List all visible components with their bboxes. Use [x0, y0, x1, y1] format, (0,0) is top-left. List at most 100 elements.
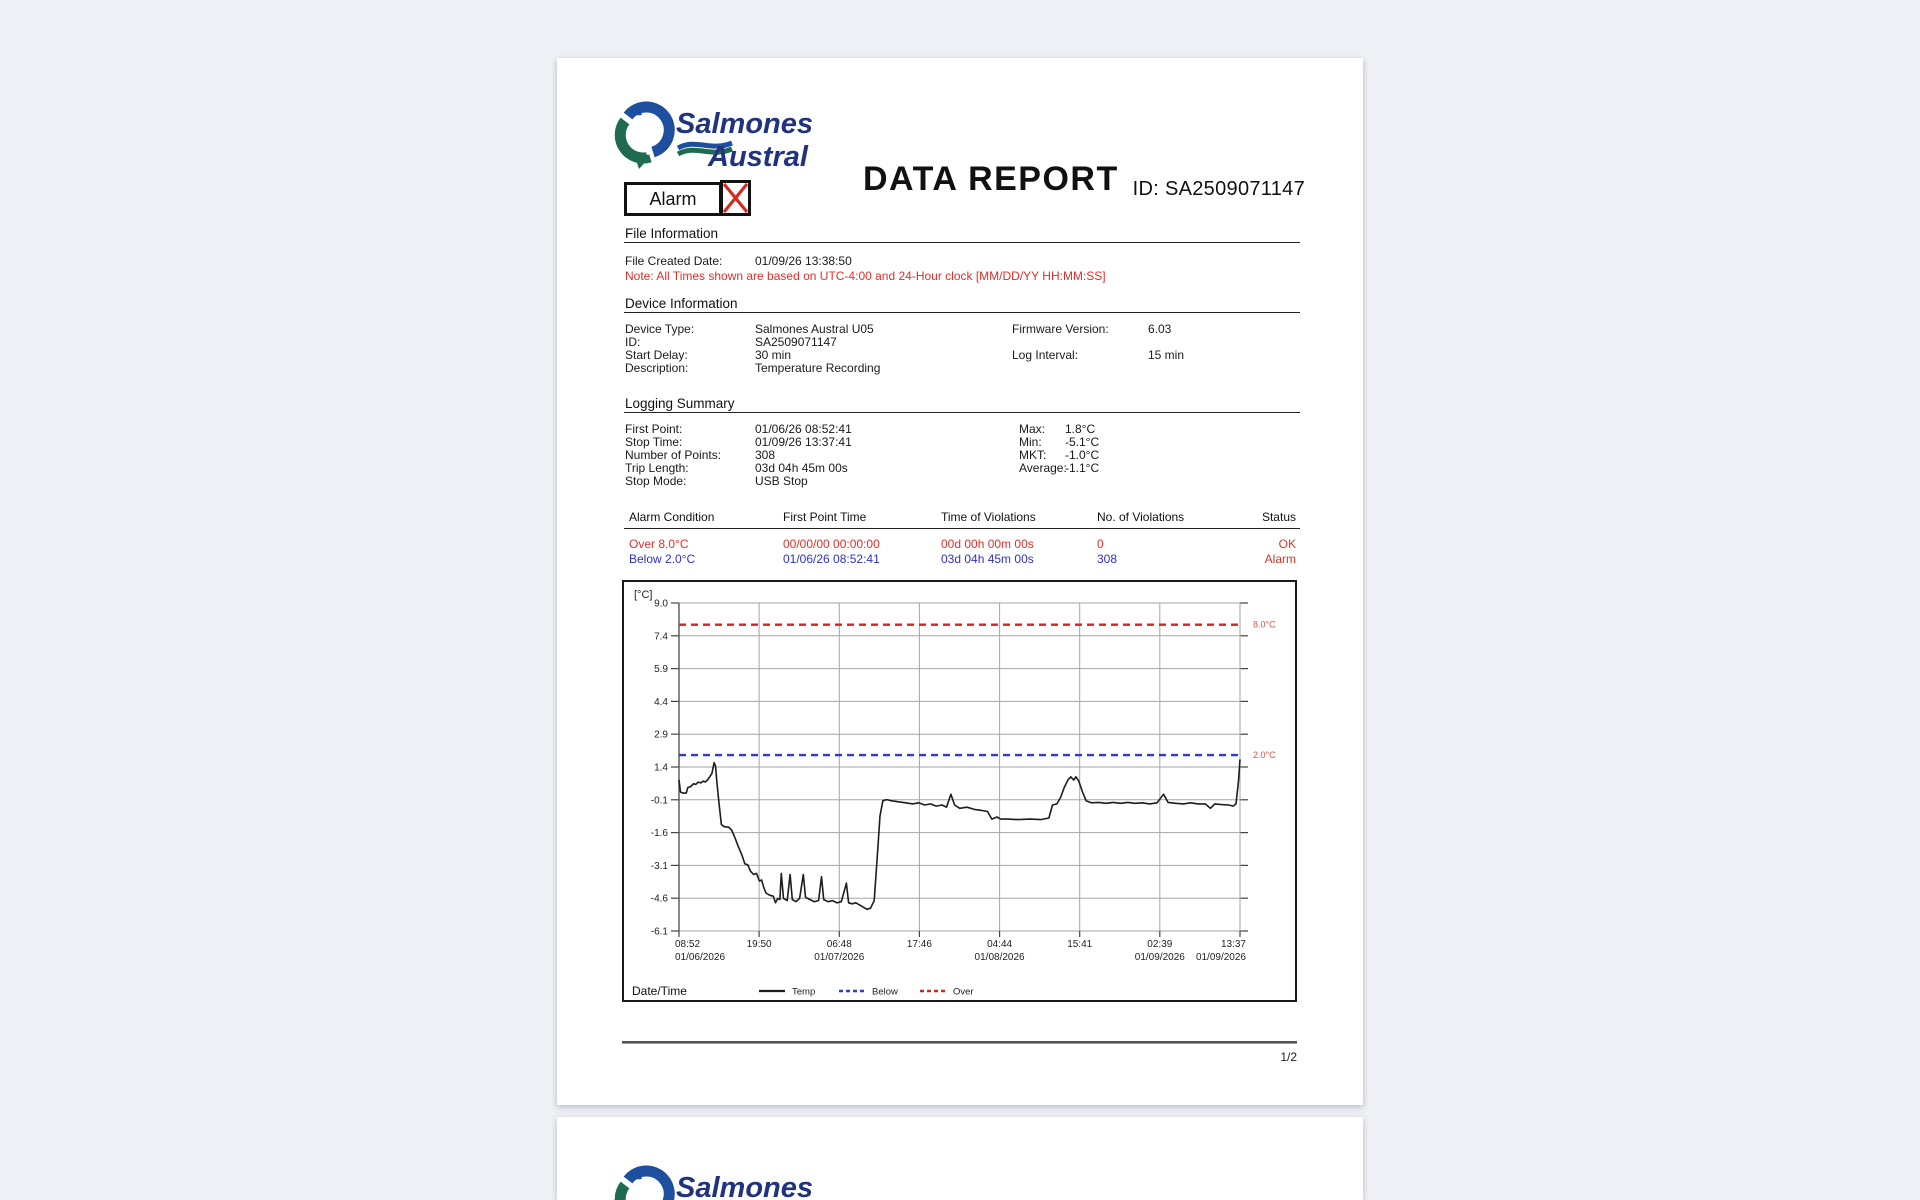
- svg-text:01/09/2026: 01/09/2026: [1135, 952, 1185, 963]
- status: Alarm: [1264, 552, 1296, 566]
- svg-text:17:46: 17:46: [907, 939, 932, 950]
- svg-text:4.4: 4.4: [654, 697, 668, 708]
- alarm-checked-icon: [720, 180, 751, 216]
- log-interval-label: Log Interval:: [1012, 348, 1079, 362]
- section-title-file-information: File Information: [625, 226, 719, 241]
- page-2: Salmones Austral: [557, 1117, 1363, 1200]
- report-title: DATA REPORT: [863, 160, 1119, 198]
- stop-time-value: 01/09/26 13:37:41: [755, 435, 852, 449]
- description-label: Description:: [625, 361, 689, 375]
- report-id: ID: SA2509071147: [1133, 178, 1305, 201]
- svg-text:[°C]: [°C]: [634, 589, 652, 601]
- svg-text:08:52: 08:52: [675, 939, 700, 950]
- svg-text:-0.1: -0.1: [651, 795, 669, 806]
- salmones-austral-logo: Salmones Austral: [614, 1165, 813, 1200]
- svg-text:-3.1: -3.1: [651, 861, 669, 872]
- stop-time-label: Stop Time:: [625, 435, 683, 449]
- svg-text:5.9: 5.9: [654, 664, 668, 675]
- alarm-condition: Below 2.0°C: [629, 552, 696, 566]
- number-of-points-label: Number of Points:: [625, 448, 722, 462]
- svg-text:-6.1: -6.1: [651, 927, 669, 938]
- page-1: Salmones Austral DATA REPORT ID: SA25090…: [557, 58, 1363, 1105]
- section-title-logging-summary: Logging Summary: [625, 396, 735, 411]
- mkt-label: MKT:: [1019, 448, 1047, 462]
- first-point-value: 01/06/26 08:52:41: [755, 422, 852, 436]
- time-of-violations: 03d 04h 45m 00s: [941, 552, 1034, 566]
- svg-text:-4.6: -4.6: [651, 894, 669, 905]
- svg-text:19:50: 19:50: [747, 939, 772, 950]
- report-id-value: SA2509071147: [1164, 178, 1305, 200]
- no-of-violations: 308: [1097, 552, 1118, 566]
- alarm-table-header-row: Alarm Condition First Point Time Time of…: [557, 510, 1363, 524]
- start-delay-label: Start Delay:: [625, 348, 688, 362]
- firmware-version-label: Firmware Version:: [1012, 322, 1109, 336]
- log-interval-value: 15 min: [1148, 348, 1185, 362]
- logo-text-salmones: Salmones: [676, 1172, 813, 1200]
- page-number: 1/2: [1280, 1050, 1297, 1064]
- min-label: Min:: [1019, 435, 1042, 449]
- average-value: -1.1°C: [1065, 461, 1100, 475]
- no-of-violations: 0: [1097, 537, 1104, 551]
- red-x-icon: [722, 182, 749, 214]
- trip-length-label: Trip Length:: [625, 461, 689, 475]
- svg-text:01/08/2026: 01/08/2026: [975, 952, 1025, 963]
- logo-text-salmones: Salmones: [676, 108, 813, 140]
- col-no-of-violations: No. of Violations: [1097, 510, 1185, 524]
- time-of-violations: 00d 00h 00m 00s: [941, 537, 1034, 551]
- svg-text:Below: Below: [872, 987, 898, 998]
- svg-text:01/07/2026: 01/07/2026: [814, 952, 864, 963]
- device-id-label: ID:: [625, 335, 641, 349]
- description-value: Temperature Recording: [755, 361, 881, 375]
- first-point-label: First Point:: [625, 422, 683, 436]
- table-header-rule: [624, 528, 1300, 529]
- firmware-version-value: 6.03: [1148, 322, 1172, 336]
- col-status: Status: [1261, 510, 1296, 524]
- stop-mode-label: Stop Mode:: [625, 474, 687, 488]
- utc-note: Note: All Times shown are based on UTC-4…: [625, 269, 1106, 283]
- section-rule: [624, 412, 1300, 413]
- svg-text:1.4: 1.4: [654, 763, 668, 774]
- report-id-label: ID:: [1132, 178, 1160, 200]
- logo-text-austral: Austral: [707, 141, 809, 173]
- svg-text:13:37: 13:37: [1221, 939, 1246, 950]
- section-rule: [624, 242, 1300, 243]
- alarm-flag-label: Alarm: [649, 188, 697, 209]
- device-type-label: Device Type:: [625, 322, 695, 336]
- stop-mode-value: USB Stop: [755, 474, 808, 488]
- alarm-row-0: Over 8.0°C 00/00/00 00:00:00 00d 00h 00m…: [557, 537, 1363, 551]
- alarm-flag-box: Alarm: [624, 182, 722, 216]
- svg-text:8.0°C: 8.0°C: [1253, 620, 1276, 630]
- svg-text:9.0: 9.0: [654, 599, 668, 610]
- col-first-point-time: First Point Time: [783, 510, 867, 524]
- section-rule: [624, 312, 1300, 313]
- svg-text:06:48: 06:48: [827, 939, 852, 950]
- file-created-date-value: 01/09/26 13:38:50: [755, 254, 852, 268]
- first-point-time: 01/06/26 08:52:41: [783, 552, 880, 566]
- number-of-points-value: 308: [755, 448, 776, 462]
- svg-text:Over: Over: [953, 987, 974, 998]
- svg-text:04:44: 04:44: [987, 939, 1012, 950]
- svg-text:Temp: Temp: [792, 987, 815, 998]
- footer-rule: [622, 1041, 1297, 1044]
- alarm-row-1: Below 2.0°C 01/06/26 08:52:41 03d 04h 45…: [557, 552, 1363, 566]
- section-title-device-information: Device Information: [625, 296, 738, 311]
- svg-text:01/06/2026: 01/06/2026: [675, 952, 725, 963]
- device-id-value: SA2509071147: [755, 335, 837, 349]
- svg-text:Date/Time: Date/Time: [632, 984, 687, 998]
- alarm-condition: Over 8.0°C: [629, 537, 689, 551]
- svg-text:-1.6: -1.6: [651, 828, 669, 839]
- svg-text:7.4: 7.4: [654, 631, 668, 642]
- svg-text:2.9: 2.9: [654, 730, 668, 741]
- device-type-value: Salmones Austral U05: [755, 322, 874, 336]
- start-delay-value: 30 min: [755, 348, 792, 362]
- temperature-chart: 9.0 7.4 5.9 4.4 2.9 1.4 -0.1 -1.6 -3.1 -4.6 -6.1 08…: [622, 580, 1297, 1002]
- min-value: -5.1°C: [1065, 435, 1100, 449]
- salmones-austral-logo: Salmones Austral: [614, 101, 813, 173]
- file-created-date-label: File Created Date:: [625, 254, 723, 268]
- svg-text:15:41: 15:41: [1067, 939, 1092, 950]
- col-time-of-violations: Time of Violations: [941, 510, 1036, 524]
- status: OK: [1278, 537, 1296, 551]
- max-value: 1.8°C: [1065, 422, 1096, 436]
- svg-text:2.0°C: 2.0°C: [1253, 750, 1276, 760]
